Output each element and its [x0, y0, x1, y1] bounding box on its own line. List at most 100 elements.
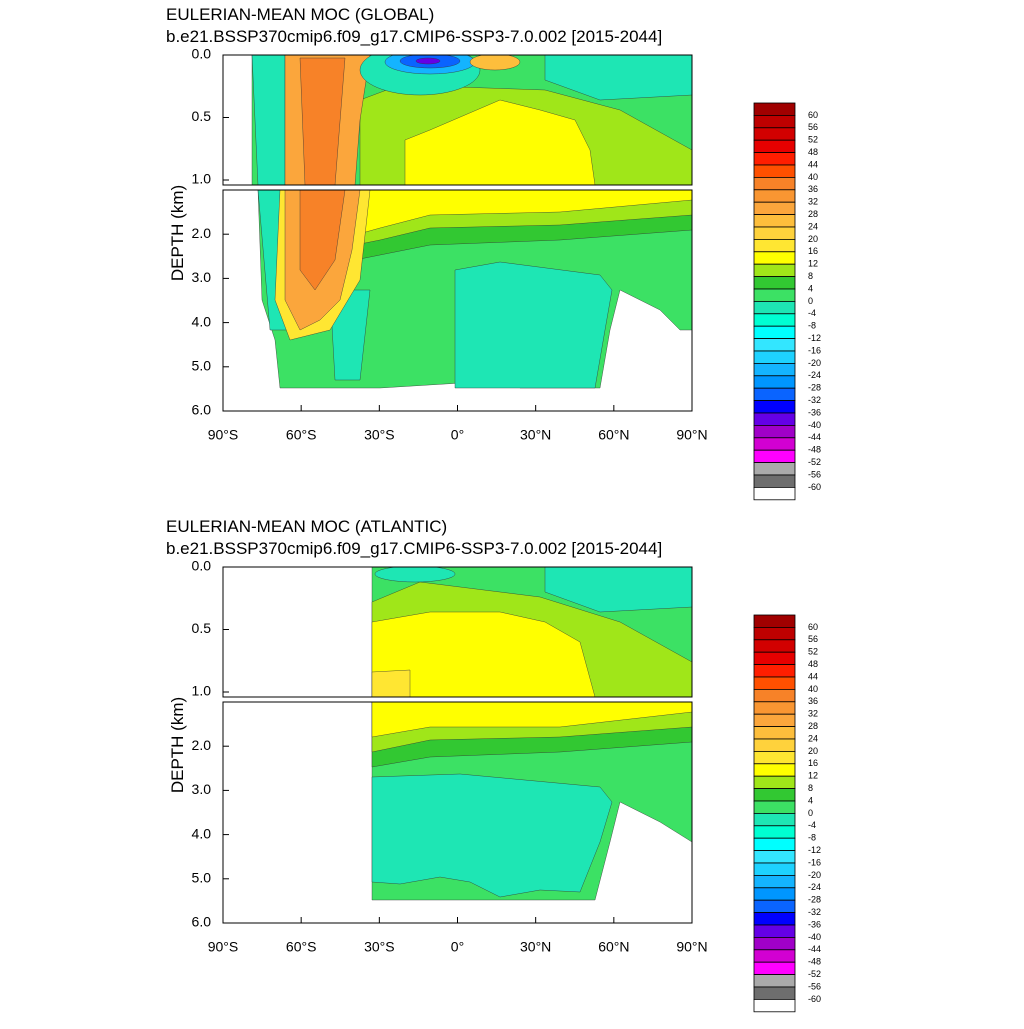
colorbar-label: -24: [808, 882, 821, 892]
y-tick-label: 0.5: [192, 620, 212, 636]
colorbar-label: -36: [808, 919, 821, 929]
colorbar-box: [753, 664, 796, 678]
colorbar-label: 28: [808, 209, 818, 219]
colorbar-box: [753, 788, 796, 802]
colorbar-label: 20: [808, 234, 818, 244]
colorbar-box: [753, 486, 796, 501]
colorbar-box: [753, 986, 796, 1000]
panel-atlantic: EULERIAN-MEAN MOC (ATLANTIC) b.e21.BSSP37…: [166, 517, 821, 1013]
x-tick-label: 30°N: [520, 939, 551, 955]
colorbar-box: [753, 825, 796, 839]
y-tick-label: 4.0: [192, 825, 212, 841]
colorbar-label: 0: [808, 808, 813, 818]
colorbar-label: -56: [808, 981, 821, 991]
colorbar-box: [753, 949, 796, 963]
x-tick-label: 90°N: [676, 939, 707, 955]
colorbar-label: 24: [808, 733, 818, 743]
y-tick-label: 3.0: [192, 269, 212, 285]
colorbar-box: [753, 276, 796, 290]
colorbar-label: 24: [808, 221, 818, 231]
colorbar-box: [753, 412, 796, 426]
colorbar-label: 4: [808, 283, 813, 293]
colorbar-box: [753, 800, 796, 814]
colorbar-label: 12: [808, 259, 818, 269]
colorbar-label: -60: [808, 994, 821, 1004]
colorbar-box: [753, 288, 796, 302]
chart-title: EULERIAN-MEAN MOC (GLOBAL): [166, 5, 434, 24]
colorbar-label: 8: [808, 783, 813, 793]
y-tick-label: 4.0: [192, 313, 212, 329]
contour-field: [371, 702, 692, 901]
colorbar-label: 32: [808, 197, 818, 207]
colorbar-label: 60: [808, 622, 818, 632]
colorbar-label: 20: [808, 746, 818, 756]
y-axis-label: DEPTH (km): [168, 697, 187, 793]
colorbar-box: [753, 449, 796, 464]
colorbar-label: -16: [808, 857, 821, 867]
colorbar-label: -16: [808, 345, 821, 355]
colorbar-label: 16: [808, 246, 818, 256]
y-tick-label: 0.5: [192, 108, 212, 124]
colorbar-box: [753, 164, 796, 178]
colorbar-label: -56: [808, 469, 821, 479]
colorbar-label: 56: [808, 634, 818, 644]
x-tick-label: 60°N: [598, 427, 629, 443]
y-tick-label: 5.0: [192, 870, 212, 886]
colorbar-label: -24: [808, 370, 821, 380]
axis-frame: [222, 566, 693, 698]
colorbar-label: 36: [808, 184, 818, 194]
x-tick-label: 60°S: [286, 939, 317, 955]
colorbar-label: 56: [808, 122, 818, 132]
axis-frame: [222, 54, 693, 186]
colorbar-label: -40: [808, 932, 821, 942]
y-tick-label: 0.0: [192, 46, 212, 62]
colorbar-label: -12: [808, 845, 821, 855]
colorbar-box: [753, 474, 796, 488]
colorbar-box: [753, 462, 796, 476]
colorbar-box: [753, 936, 796, 951]
colorbar-box: [753, 362, 796, 377]
colorbar-box: [753, 627, 796, 641]
colorbar-label: 44: [808, 159, 818, 169]
x-tick-label: 30°S: [364, 939, 395, 955]
colorbar-box: [753, 701, 796, 715]
colorbar-label: 52: [808, 647, 818, 657]
colorbar-label: -52: [808, 457, 821, 467]
colorbar-label: 12: [808, 771, 818, 781]
colorbar-label: 0: [808, 296, 813, 306]
colorbar-box: [753, 437, 796, 451]
colorbar-box: [753, 738, 796, 752]
chart-subtitle: b.e21.BSSP370cmip6.f09_g17.CMIP6-SSP3-7.…: [166, 539, 662, 558]
y-tick-label: 1.0: [192, 683, 212, 699]
colorbar-box: [753, 775, 796, 790]
x-tick-label: 30°S: [364, 427, 395, 443]
colorbar-box: [753, 750, 796, 765]
colorbar-box: [753, 726, 796, 740]
colorbar-label: -20: [808, 358, 821, 368]
colorbar-label: -20: [808, 870, 821, 880]
colorbar-box: [753, 974, 796, 988]
x-tick-label: 90°N: [676, 427, 707, 443]
colorbar-box: [753, 300, 796, 315]
x-tick-label: 30°N: [520, 427, 551, 443]
panel-global: EULERIAN-MEAN MOC (GLOBAL) b.e21.BSSP370c…: [166, 5, 821, 501]
colorbar-box: [753, 850, 796, 864]
contour-field: [251, 55, 692, 185]
colorbar-box: [753, 899, 796, 914]
colorbar-box: [753, 139, 796, 153]
colorbar-label: 40: [808, 172, 818, 182]
colorbar-box: [753, 325, 796, 340]
x-tick-label: 0°: [451, 427, 464, 443]
colorbar-label: -60: [808, 482, 821, 492]
x-tick-label: 0°: [451, 939, 464, 955]
y-tick-label: 3.0: [192, 781, 212, 797]
y-tick-label: 1.0: [192, 171, 212, 187]
colorbar-box: [753, 152, 796, 166]
colorbar-label: 48: [808, 659, 818, 669]
colorbar-box: [753, 874, 796, 889]
colorbar-label: -48: [808, 957, 821, 967]
y-tick-label: 2.0: [192, 225, 212, 241]
colorbar-label: 28: [808, 721, 818, 731]
colorbar-box: [753, 387, 796, 402]
